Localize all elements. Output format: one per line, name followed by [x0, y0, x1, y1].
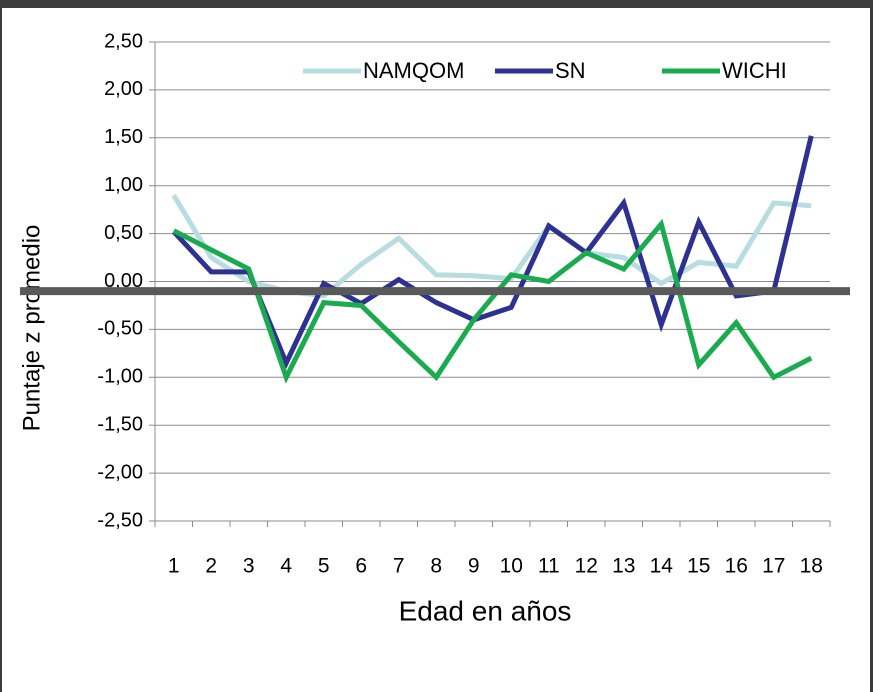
- x-tick-label: 18: [800, 555, 823, 578]
- x-tick-label: 3: [243, 555, 255, 578]
- y-tick-label: 2,00: [104, 78, 143, 100]
- legend-label: WICHI: [722, 58, 787, 83]
- x-tick-label: 9: [468, 555, 480, 578]
- legend-label: NAMQOM: [363, 58, 464, 83]
- x-tick-label: 17: [762, 555, 785, 578]
- x-tick-label: 2: [205, 555, 217, 578]
- series-line: [171, 193, 812, 299]
- y-tick-label: -1,00: [97, 366, 143, 388]
- x-tick-label: 4: [280, 555, 292, 578]
- frame-left: [0, 0, 2, 692]
- x-tick-label: 12: [575, 555, 598, 578]
- x-tick-label: 15: [687, 555, 710, 578]
- legend-label: SN: [555, 58, 586, 83]
- x-tick-label: 14: [650, 555, 674, 578]
- y-tick-label: 2,50: [104, 30, 143, 52]
- x-axis-title: Edad en años: [399, 595, 572, 626]
- x-tick-label: 13: [612, 555, 635, 578]
- y-tick-label: -2,50: [97, 509, 143, 531]
- y-tick-label: -1,50: [97, 413, 143, 435]
- x-tick-label: 16: [725, 555, 748, 578]
- series-line: [171, 135, 814, 370]
- x-tick-label: 10: [500, 555, 523, 578]
- y-tick-label: 1,00: [104, 174, 143, 196]
- x-tick-label: 6: [355, 555, 367, 578]
- frame-top: [0, 0, 873, 8]
- x-tick-label: 5: [318, 555, 330, 578]
- frame-right: [870, 0, 873, 692]
- x-tick-label: 1: [168, 555, 180, 578]
- y-tick-label: 1,50: [104, 126, 143, 148]
- y-tick-label: 0,50: [104, 222, 143, 244]
- y-tick-label: -2,00: [97, 461, 143, 483]
- x-tick-label: 7: [393, 555, 405, 578]
- y-tick-label: -0,50: [97, 318, 143, 340]
- y-tick-label: 0,00: [104, 270, 143, 292]
- x-tick-label: 11: [538, 555, 560, 578]
- x-tick-label: 8: [430, 555, 442, 578]
- y-axis-title: Puntaje z promedio: [18, 225, 45, 432]
- series-line: [172, 218, 813, 384]
